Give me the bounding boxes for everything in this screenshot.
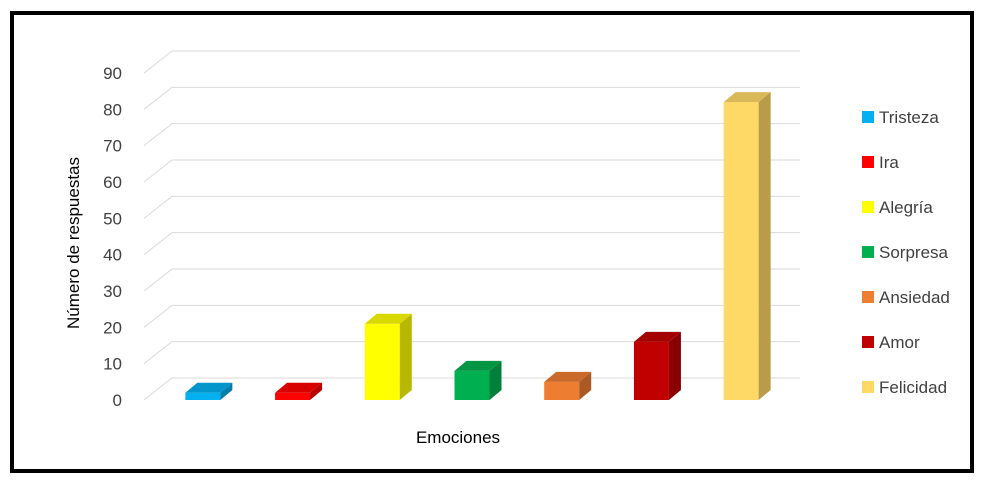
legend-item-alegría: Alegría bbox=[862, 198, 933, 217]
bar-front bbox=[454, 370, 490, 400]
legend-item-ansiedad: Ansiedad bbox=[862, 288, 950, 307]
legend-swatch bbox=[862, 156, 874, 168]
legend-swatch bbox=[862, 111, 874, 123]
bar-front bbox=[364, 323, 400, 400]
legend: Tristeza Ira Alegría Sorpresa Ansiedad Amor Fe… bbox=[862, 108, 950, 397]
bar-tristeza bbox=[185, 382, 233, 400]
legend-swatch bbox=[862, 291, 874, 303]
y-axis-title: Número de respuestas bbox=[64, 157, 83, 329]
legend-swatch bbox=[862, 246, 874, 258]
gridline bbox=[143, 123, 800, 147]
legend-label: Alegría bbox=[879, 198, 933, 217]
legend-label: Tristeza bbox=[879, 108, 939, 127]
gridline bbox=[143, 159, 800, 183]
gridline bbox=[143, 268, 800, 292]
bar-side bbox=[399, 313, 412, 400]
gridline bbox=[143, 341, 800, 365]
legend-label: Ira bbox=[879, 153, 899, 172]
bar-front bbox=[544, 381, 580, 400]
y-tick-label: 50 bbox=[103, 209, 122, 228]
bar-side bbox=[758, 92, 771, 401]
y-tick-label: 70 bbox=[103, 137, 122, 156]
bar-front bbox=[275, 392, 311, 400]
bar-side bbox=[220, 382, 233, 400]
bar-top bbox=[633, 331, 681, 342]
bars bbox=[185, 92, 771, 401]
y-tick-label: 30 bbox=[103, 282, 122, 301]
legend-item-sorpresa: Sorpresa bbox=[862, 243, 949, 262]
legend-swatch bbox=[862, 201, 874, 213]
y-tick-label: 20 bbox=[103, 318, 122, 337]
y-tick-labels: 0 10 20 30 40 50 60 70 80 90 bbox=[103, 64, 122, 410]
legend-label: Sorpresa bbox=[879, 243, 949, 262]
bar-ira bbox=[275, 382, 323, 400]
bar-side bbox=[668, 331, 681, 400]
bar-ansiedad bbox=[544, 371, 592, 400]
bar-side bbox=[579, 371, 592, 400]
bar-front bbox=[633, 341, 669, 400]
gridline bbox=[143, 304, 800, 328]
gridlines bbox=[143, 50, 800, 401]
legend-label: Felicidad bbox=[879, 378, 947, 397]
bar-amor bbox=[633, 331, 681, 400]
bar-front bbox=[723, 102, 759, 401]
legend-label: Amor bbox=[879, 333, 920, 352]
legend-swatch bbox=[862, 336, 874, 348]
legend-item-felicidad: Felicidad bbox=[862, 378, 947, 397]
bar-side bbox=[310, 382, 323, 400]
bar-top bbox=[454, 360, 502, 371]
y-tick-label: 60 bbox=[103, 173, 122, 192]
bar-alegría bbox=[364, 313, 412, 400]
bar-top bbox=[364, 313, 412, 324]
legend-item-ira: Ira bbox=[862, 153, 899, 172]
y-tick-label: 40 bbox=[103, 246, 122, 265]
gridline bbox=[143, 50, 800, 74]
x-axis-title: Emociones bbox=[416, 428, 500, 447]
legend-item-tristeza: Tristeza bbox=[862, 108, 939, 127]
bar-front bbox=[185, 392, 221, 400]
bar-sorpresa bbox=[454, 360, 502, 400]
gridline bbox=[143, 195, 800, 219]
gridline bbox=[143, 232, 800, 256]
bar-felicidad bbox=[723, 92, 771, 401]
y-tick-label: 90 bbox=[103, 64, 122, 83]
gridline bbox=[143, 86, 800, 110]
y-tick-label: 0 bbox=[113, 391, 122, 410]
y-tick-label: 10 bbox=[103, 355, 122, 374]
legend-label: Ansiedad bbox=[879, 288, 950, 307]
bar-side bbox=[489, 360, 502, 400]
bar-top bbox=[185, 382, 233, 393]
bar-top bbox=[275, 382, 323, 393]
legend-swatch bbox=[862, 381, 874, 393]
bar-top bbox=[544, 371, 592, 382]
bar-top bbox=[723, 92, 771, 103]
y-tick-label: 80 bbox=[103, 100, 122, 119]
legend-item-amor: Amor bbox=[862, 333, 920, 352]
